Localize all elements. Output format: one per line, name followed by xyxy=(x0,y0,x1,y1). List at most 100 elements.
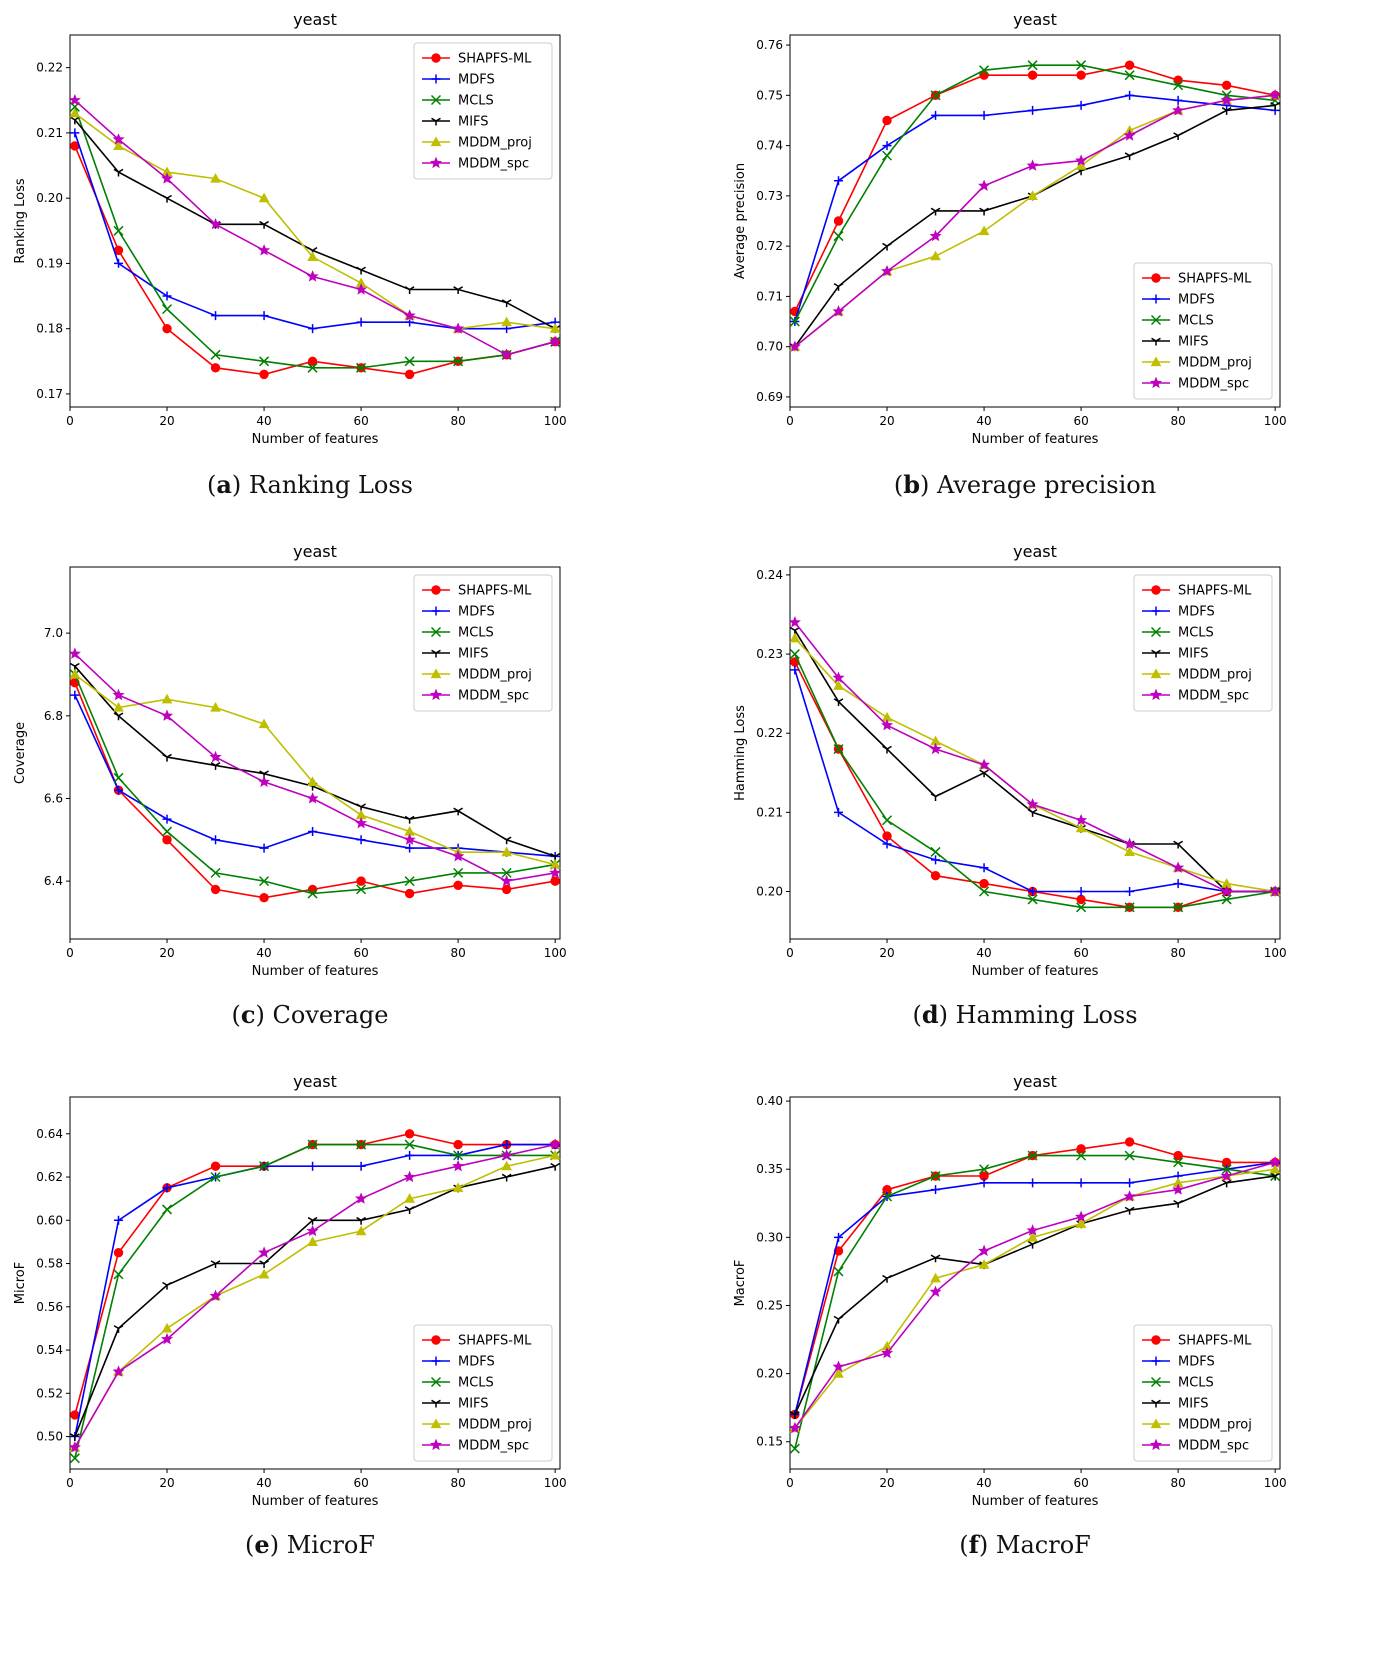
data-point xyxy=(1220,94,1233,106)
data-point xyxy=(209,750,222,763)
data-point xyxy=(1173,132,1184,141)
data-point xyxy=(788,616,801,628)
data-point xyxy=(1270,102,1281,110)
legend: SHAPFS-ML MDFS MCLS MIFS MDDM_proj MDDM_spc xyxy=(413,42,553,180)
y-tick-label: 0.70 xyxy=(756,340,783,354)
legend-label: MIFS xyxy=(458,647,489,662)
data-point xyxy=(930,870,941,881)
legend-label: SHAPFS-ML xyxy=(458,1334,532,1349)
data-point xyxy=(833,216,844,226)
data-point xyxy=(930,1272,941,1283)
y-axis-label: Ranking Loss xyxy=(13,178,28,263)
data-point xyxy=(210,702,221,712)
data-point xyxy=(1125,887,1135,897)
legend-marker xyxy=(430,94,442,106)
data-point xyxy=(453,880,463,890)
data-point xyxy=(307,362,318,373)
data-point xyxy=(501,1160,512,1171)
data-point xyxy=(453,356,464,367)
data-point xyxy=(113,1269,124,1280)
data-point xyxy=(162,1281,172,1290)
legend-box xyxy=(1133,1324,1273,1462)
caption-e: (e) MicroF xyxy=(245,1530,375,1559)
legend-marker xyxy=(431,1335,441,1345)
data-point xyxy=(979,863,989,873)
data-point xyxy=(258,192,270,203)
data-point xyxy=(404,369,415,380)
data-point xyxy=(113,1325,124,1333)
legend-label: MIFS xyxy=(1178,1397,1209,1412)
data-point xyxy=(162,194,172,203)
legend-item: MDFS xyxy=(1142,293,1215,308)
data-point xyxy=(453,807,464,816)
data-point xyxy=(1028,105,1038,115)
x-tick-label: 80 xyxy=(1170,1476,1185,1490)
data-point xyxy=(1027,1231,1038,1242)
y-tick-label: 0.18 xyxy=(36,322,63,336)
data-point xyxy=(404,1193,415,1203)
y-axis-label: Coverage xyxy=(13,722,28,784)
series-mddm-spc xyxy=(68,1138,562,1453)
y-tick-label: 0.20 xyxy=(756,885,783,899)
data-point xyxy=(405,843,415,853)
data-point xyxy=(1123,1190,1136,1202)
x-axis-label: Number of features xyxy=(972,964,1099,979)
data-point xyxy=(210,867,221,878)
legend-item: SHAPFS-ML xyxy=(422,584,532,599)
data-point xyxy=(307,1139,318,1150)
series-mifs xyxy=(69,1162,561,1442)
x-axis-label: Number of features xyxy=(972,432,1099,447)
data-point xyxy=(1028,887,1038,897)
data-point xyxy=(404,1206,415,1214)
data-point xyxy=(500,1149,513,1161)
data-point xyxy=(1221,80,1232,90)
legend-marker xyxy=(1150,626,1162,638)
data-point xyxy=(1123,837,1136,850)
data-point xyxy=(1124,846,1135,857)
data-point xyxy=(930,250,941,261)
y-tick-label: 0.52 xyxy=(36,1386,63,1400)
x-tick-label: 40 xyxy=(256,1476,271,1490)
legend-label: SHAPFS-ML xyxy=(1178,1334,1252,1349)
data-point xyxy=(881,264,894,277)
y-tick-label: 6.6 xyxy=(44,791,63,805)
data-point xyxy=(307,251,318,261)
data-point xyxy=(307,1216,318,1225)
data-point xyxy=(550,876,560,886)
legend-marker xyxy=(1151,273,1161,283)
data-point xyxy=(1124,1206,1135,1215)
caption-letter: f xyxy=(968,1530,979,1559)
legend-marker xyxy=(431,53,441,63)
legend-marker xyxy=(431,74,441,84)
x-tick-label: 40 xyxy=(976,1476,991,1490)
y-tick-label: 0.64 xyxy=(36,1127,63,1141)
legend-label: MDDM_spc xyxy=(458,1439,529,1454)
data-point xyxy=(70,128,80,138)
legend-item: MDDM_spc xyxy=(1142,689,1249,704)
data-point xyxy=(258,718,270,729)
data-point xyxy=(930,1171,941,1182)
data-point xyxy=(833,283,844,291)
data-point xyxy=(210,363,221,373)
y-axis-label: MacroF xyxy=(733,1260,748,1307)
data-point xyxy=(70,1410,80,1420)
legend-box xyxy=(413,574,553,712)
data-point xyxy=(356,266,366,275)
x-axis-label: Number of features xyxy=(252,964,379,979)
legend-item: MIFS xyxy=(1142,335,1209,350)
x-tick-label: 40 xyxy=(976,414,991,428)
x-tick-label: 20 xyxy=(879,946,894,960)
data-point xyxy=(356,1161,366,1171)
legend-label: MDDM_proj xyxy=(458,1418,532,1433)
data-point xyxy=(354,816,368,829)
data-point xyxy=(161,826,173,837)
data-point xyxy=(258,1268,270,1279)
data-point xyxy=(1028,1178,1038,1188)
legend-marker xyxy=(1151,606,1161,616)
legend-marker xyxy=(1151,649,1161,658)
legend-marker xyxy=(431,1356,441,1366)
data-point xyxy=(68,647,81,659)
chart-title: yeast xyxy=(1013,1072,1057,1091)
caption-text: Average precision xyxy=(937,471,1157,499)
data-point xyxy=(306,270,319,282)
